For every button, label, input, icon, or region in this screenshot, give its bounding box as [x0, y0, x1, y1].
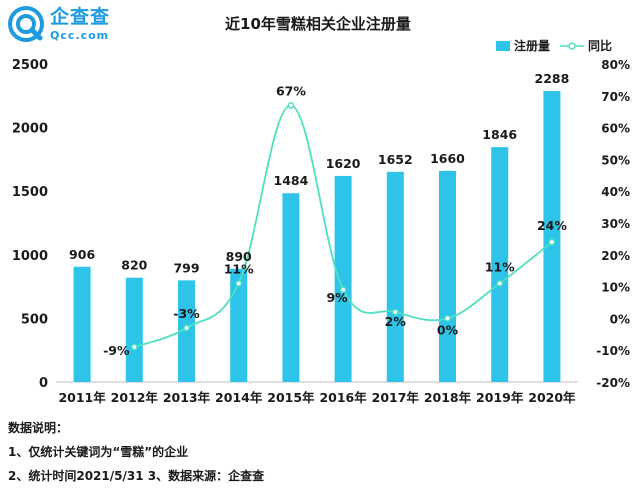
bar-2012年 — [125, 277, 143, 382]
notes-heading: 数据说明： — [8, 421, 69, 435]
line-point-2019年 — [496, 280, 504, 287]
y2-tick-label-2: 0% — [610, 312, 630, 326]
x-tick-label-8: 2019年 — [476, 390, 524, 405]
line-value-label-1: -9% — [103, 343, 130, 358]
bar-value-label-0: 906 — [69, 247, 95, 262]
y-tick-label-0: 0 — [39, 376, 48, 391]
y2-tick-label-6: 40% — [601, 185, 630, 199]
y2-tick-label-10: 80% — [601, 58, 630, 72]
x-tick-label-1: 2012年 — [111, 390, 159, 405]
line-value-label-9: 24% — [537, 218, 567, 233]
y-tick-label-1: 500 — [21, 312, 48, 327]
chart-notes: 数据说明： 1、仅统计关键词为“雪糕”的企业 2、统计时间2021/5/31 3… — [8, 416, 264, 488]
chart-plot: 0 500 1000 1500 2000 2500 -20% -10% 0% 10% 20% 30% 4… — [12, 58, 630, 405]
bar-value-label-3: 890 — [226, 249, 252, 264]
x-tick-label-9: 2020年 — [528, 390, 576, 405]
x-tick-label-2: 2013年 — [163, 390, 211, 405]
bar-2015年 — [282, 193, 300, 382]
x-tick-label-6: 2017年 — [372, 390, 420, 405]
y2-tick-label-7: 50% — [601, 153, 630, 167]
x-tick-label-5: 2016年 — [319, 390, 367, 405]
line-point-2017年 — [391, 308, 399, 316]
y-tick-label-5: 2500 — [12, 58, 48, 73]
bar-2016年 — [334, 175, 352, 382]
legend-label-bar: 注册量 — [513, 39, 550, 53]
line-point-2013年 — [183, 324, 190, 332]
y2-tick-label-3: 10% — [601, 281, 630, 295]
y2-tick-label-9: 70% — [601, 90, 630, 104]
line-point-2012年 — [130, 343, 138, 351]
line-point-2014年 — [235, 280, 243, 287]
line-value-label-5: 9% — [326, 290, 348, 305]
y2-tick-label-1: -10% — [596, 344, 630, 358]
notes-line-1: 1、仅统计关键词为“雪糕”的企业 — [8, 445, 189, 459]
line-point-2016年 — [339, 286, 347, 294]
bar-value-label-9: 2288 — [535, 71, 570, 86]
bar-2019年 — [491, 147, 509, 382]
x-tick-label-4: 2015年 — [267, 390, 315, 405]
x-tick-label-0: 2011年 — [58, 390, 106, 405]
y-tick-label-3: 1500 — [12, 185, 48, 200]
notes-line-2: 2、统计时间2021/5/31 3、数据来源：企查查 — [8, 469, 265, 483]
legend-swatch-bar — [495, 40, 510, 51]
y2-tick-label-4: 20% — [601, 249, 630, 263]
y-tick-label-4: 2000 — [12, 122, 48, 137]
bar-value-label-1: 820 — [121, 258, 147, 273]
y2-tick-label-8: 60% — [601, 122, 630, 136]
line-point-2015年 — [287, 101, 295, 109]
bar-value-label-4: 1484 — [274, 173, 309, 188]
line-yoy-growth — [133, 104, 553, 348]
logo-name-en: Qcc.com — [50, 28, 110, 42]
legend-item-bar: 注册量 — [495, 37, 550, 54]
line-value-label-4: 67% — [276, 83, 306, 98]
line-point-2018年 — [444, 315, 451, 322]
qcc-logo-icon — [8, 6, 44, 42]
bar-value-label-8: 1846 — [482, 127, 517, 142]
bar-value-label-5: 1620 — [326, 156, 361, 171]
chart-legend: 注册量 同比 — [486, 37, 612, 54]
bar-2014年 — [230, 268, 248, 382]
bar-value-label-6: 1652 — [378, 152, 413, 167]
logo-name-cn: 企查查 — [50, 5, 111, 28]
legend-label-line: 同比 — [587, 39, 612, 53]
qcc-logo: 企查查 Qcc.com — [8, 6, 110, 42]
bar-value-label-2: 799 — [173, 260, 199, 275]
y2-tick-label-0: -20% — [596, 376, 630, 390]
bar-2018年 — [439, 170, 456, 382]
x-tick-label-7: 2018年 — [424, 390, 472, 405]
y-tick-label-2: 1000 — [12, 249, 48, 264]
chart-title: 近10年雪糕相关企业注册量 — [225, 15, 411, 33]
bar-2011年 — [73, 266, 91, 382]
bar-2020年 — [543, 90, 561, 382]
bar-value-label-7: 1660 — [430, 151, 465, 166]
y2-tick-label-5: 30% — [601, 217, 630, 231]
legend-item-line: 同比 — [559, 37, 612, 54]
line-value-label-8: 11% — [485, 259, 515, 274]
line-value-label-7: 0% — [437, 322, 459, 337]
line-value-label-2: -3% — [173, 306, 200, 321]
line-value-label-6: 2% — [385, 314, 407, 329]
line-value-label-3: 11% — [224, 261, 254, 276]
legend-swatch-line — [559, 41, 584, 50]
line-point-2020年 — [548, 238, 556, 246]
x-tick-label-3: 2014年 — [215, 390, 263, 405]
bar-2017年 — [386, 171, 404, 382]
